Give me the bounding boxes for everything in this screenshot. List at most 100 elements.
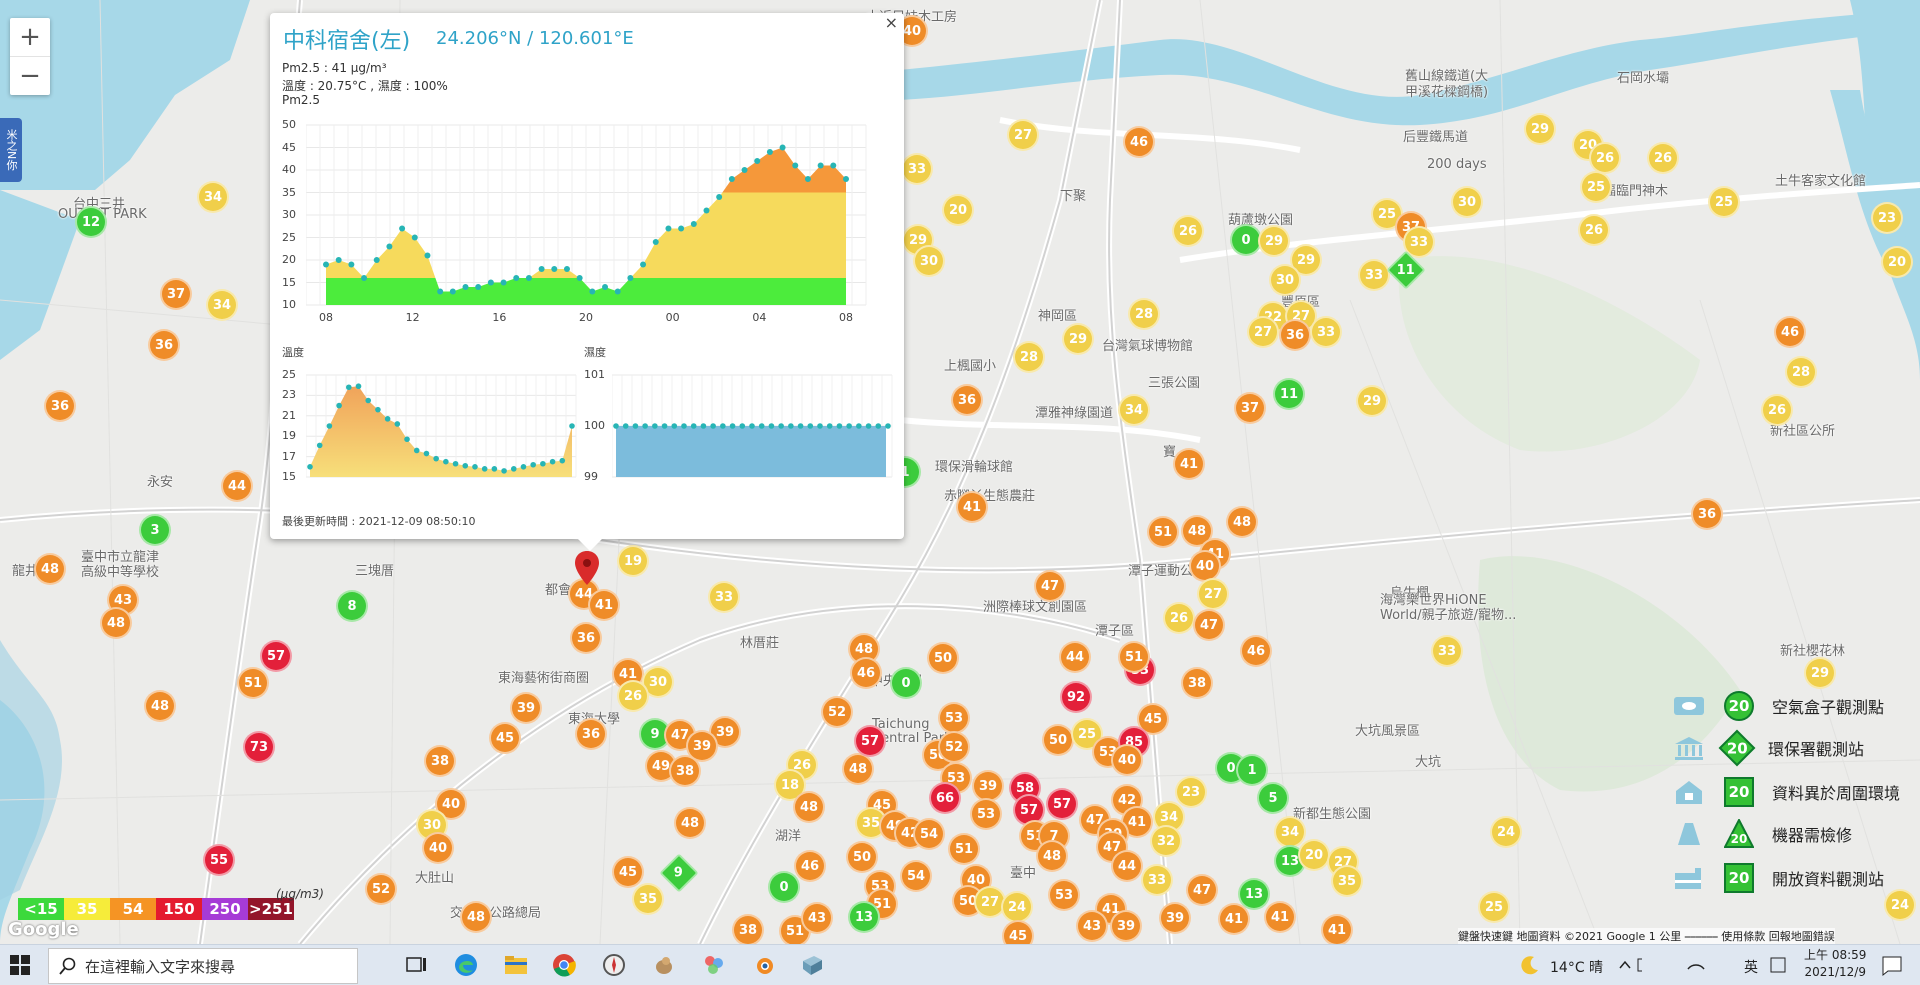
airbox-marker[interactable]: 50 — [846, 841, 878, 873]
ime-mode-icon[interactable] — [1768, 955, 1792, 979]
airbox-marker[interactable]: 20 — [1298, 839, 1330, 871]
airbox-marker[interactable]: 5 — [1257, 782, 1289, 814]
airbox-marker[interactable]: 29 — [1524, 113, 1556, 145]
airbox-marker[interactable]: 51 — [1147, 516, 1179, 548]
app-icon-3d[interactable] — [800, 953, 824, 977]
airbox-marker[interactable]: 29 — [1804, 657, 1836, 689]
airbox-marker[interactable]: 27 — [1007, 119, 1039, 151]
airbox-marker[interactable]: 36 — [1691, 498, 1723, 530]
taskbar-search-box[interactable]: 在這裡輸入文字來搜尋 — [48, 948, 358, 984]
airbox-marker[interactable]: 48 — [674, 807, 706, 839]
airbox-marker[interactable]: 51 — [1118, 641, 1150, 673]
airbox-marker[interactable]: 24 — [1490, 816, 1522, 848]
airbox-marker[interactable]: 26 — [1163, 602, 1195, 634]
airbox-marker[interactable]: 53 — [970, 798, 1002, 830]
airbox-marker[interactable]: 41 — [1264, 901, 1296, 933]
airbox-marker[interactable]: 23 — [1871, 202, 1903, 234]
app-icon-compass[interactable] — [602, 953, 626, 977]
airbox-marker[interactable]: 41 — [1173, 448, 1205, 480]
blender-icon[interactable] — [752, 953, 776, 977]
weather-moon-icon[interactable] — [1520, 955, 1544, 979]
airbox-marker[interactable]: 48 — [144, 690, 176, 722]
airbox-marker[interactable]: 41 — [588, 589, 620, 621]
airbox-marker[interactable]: 36 — [148, 329, 180, 361]
location-pin-icon[interactable] — [575, 551, 599, 585]
airbox-marker[interactable]: 26 — [617, 680, 649, 712]
airbox-marker[interactable]: 44 — [1111, 850, 1143, 882]
airbox-marker[interactable]: 48 — [460, 901, 492, 933]
airbox-marker[interactable]: 41 — [956, 491, 988, 523]
notification-icon[interactable] — [1880, 953, 1904, 977]
airbox-marker[interactable]: 39 — [1110, 910, 1142, 942]
airbox-marker[interactable]: 40 — [1189, 550, 1221, 582]
airbox-marker[interactable]: 33 — [1141, 864, 1173, 896]
zoom-in-button[interactable]: + — [19, 22, 41, 52]
airbox-marker[interactable]: 45 — [1002, 920, 1034, 944]
airbox-marker[interactable]: 27 — [974, 886, 1006, 918]
airbox-marker[interactable]: 36 — [951, 384, 983, 416]
airbox-marker[interactable]: 3 — [139, 514, 171, 546]
airbox-marker[interactable]: 43 — [1076, 910, 1108, 942]
file-explorer-icon[interactable] — [504, 953, 528, 977]
airbox-marker[interactable]: 34 — [206, 289, 238, 321]
airbox-marker[interactable]: 48 — [1226, 506, 1258, 538]
airbox-marker[interactable]: 50 — [927, 642, 959, 674]
airbox-marker[interactable]: 52 — [938, 731, 970, 763]
airbox-marker[interactable]: 43 — [801, 902, 833, 934]
airbox-marker[interactable]: 12 — [75, 206, 107, 238]
airbox-marker[interactable]: 52 — [821, 696, 853, 728]
airbox-marker[interactable]: 25 — [1708, 186, 1740, 218]
airbox-marker[interactable]: 52 — [365, 873, 397, 905]
airbox-marker[interactable]: 48 — [842, 753, 874, 785]
airbox-marker[interactable]: 40 — [422, 832, 454, 864]
airbox-marker[interactable]: 35 — [632, 883, 664, 915]
airbox-marker[interactable]: 41 — [1218, 903, 1250, 935]
airbox-marker[interactable]: 45 — [489, 722, 521, 754]
airbox-marker[interactable]: 47 — [1034, 570, 1066, 602]
airbox-marker[interactable]: 26 — [1589, 142, 1621, 174]
airbox-marker[interactable]: 57 — [854, 725, 886, 757]
airbox-marker[interactable]: 13 — [848, 901, 880, 933]
airbox-marker[interactable]: 33 — [1310, 316, 1342, 348]
airbox-marker[interactable]: 51 — [866, 888, 898, 920]
windows-start-icon[interactable] — [10, 955, 30, 975]
airbox-marker[interactable]: 50 — [1042, 724, 1074, 756]
airbox-marker[interactable]: 29 — [1356, 385, 1388, 417]
airbox-marker[interactable]: 20 — [1881, 246, 1913, 278]
airbox-marker[interactable]: 41 — [1321, 914, 1353, 944]
airbox-marker[interactable]: 46 — [1123, 126, 1155, 158]
airbox-marker[interactable]: 39 — [510, 692, 542, 724]
airbox-marker[interactable]: 66 — [929, 782, 961, 814]
airbox-marker[interactable]: 27 — [1247, 316, 1279, 348]
airbox-marker[interactable]: 38 — [732, 914, 764, 944]
airbox-marker[interactable]: 44 — [221, 470, 253, 502]
airbox-marker[interactable]: 20 — [942, 194, 974, 226]
airbox-marker[interactable]: 29 — [1062, 323, 1094, 355]
airbox-marker[interactable]: 13 — [1238, 878, 1270, 910]
input-method[interactable]: 英 — [1744, 960, 1758, 976]
airbox-marker[interactable]: 30 — [913, 245, 945, 277]
airbox-marker[interactable]: 53 — [938, 702, 970, 734]
airbox-marker[interactable]: 26 — [1761, 394, 1793, 426]
map-attribution[interactable]: 鍵盤快速鍵 地圖資料 ©2021 Google 1 公里 ⎯⎯⎯⎯⎯⎯ 使用條款… — [1458, 928, 1835, 944]
airbox-marker[interactable]: 19 — [617, 545, 649, 577]
airbox-marker[interactable]: 48 — [1036, 840, 1068, 872]
airbox-marker[interactable]: 0 — [890, 667, 922, 699]
airbox-marker[interactable]: 24 — [1001, 891, 1033, 923]
edge-browser-icon[interactable] — [454, 953, 478, 977]
airbox-marker[interactable]: 33 — [1431, 635, 1463, 667]
airbox-marker[interactable]: 30 — [1451, 186, 1483, 218]
airbox-marker[interactable]: 38 — [669, 755, 701, 787]
airbox-marker[interactable]: 26 — [1647, 142, 1679, 174]
zoom-out-button[interactable]: − — [10, 56, 50, 95]
airbox-marker[interactable]: 1 — [1236, 754, 1268, 786]
airbox-marker[interactable]: 39 — [709, 716, 741, 748]
airbox-marker[interactable]: 25 — [1580, 171, 1612, 203]
airbox-marker[interactable]: 51 — [948, 833, 980, 865]
airbox-marker[interactable]: 47 — [1186, 874, 1218, 906]
airbox-marker[interactable]: 37 — [1234, 392, 1266, 424]
side-tab[interactable]: 米之N你 — [0, 118, 22, 182]
airbox-marker[interactable]: 53 — [1048, 879, 1080, 911]
app-icon-bird[interactable] — [652, 953, 676, 977]
